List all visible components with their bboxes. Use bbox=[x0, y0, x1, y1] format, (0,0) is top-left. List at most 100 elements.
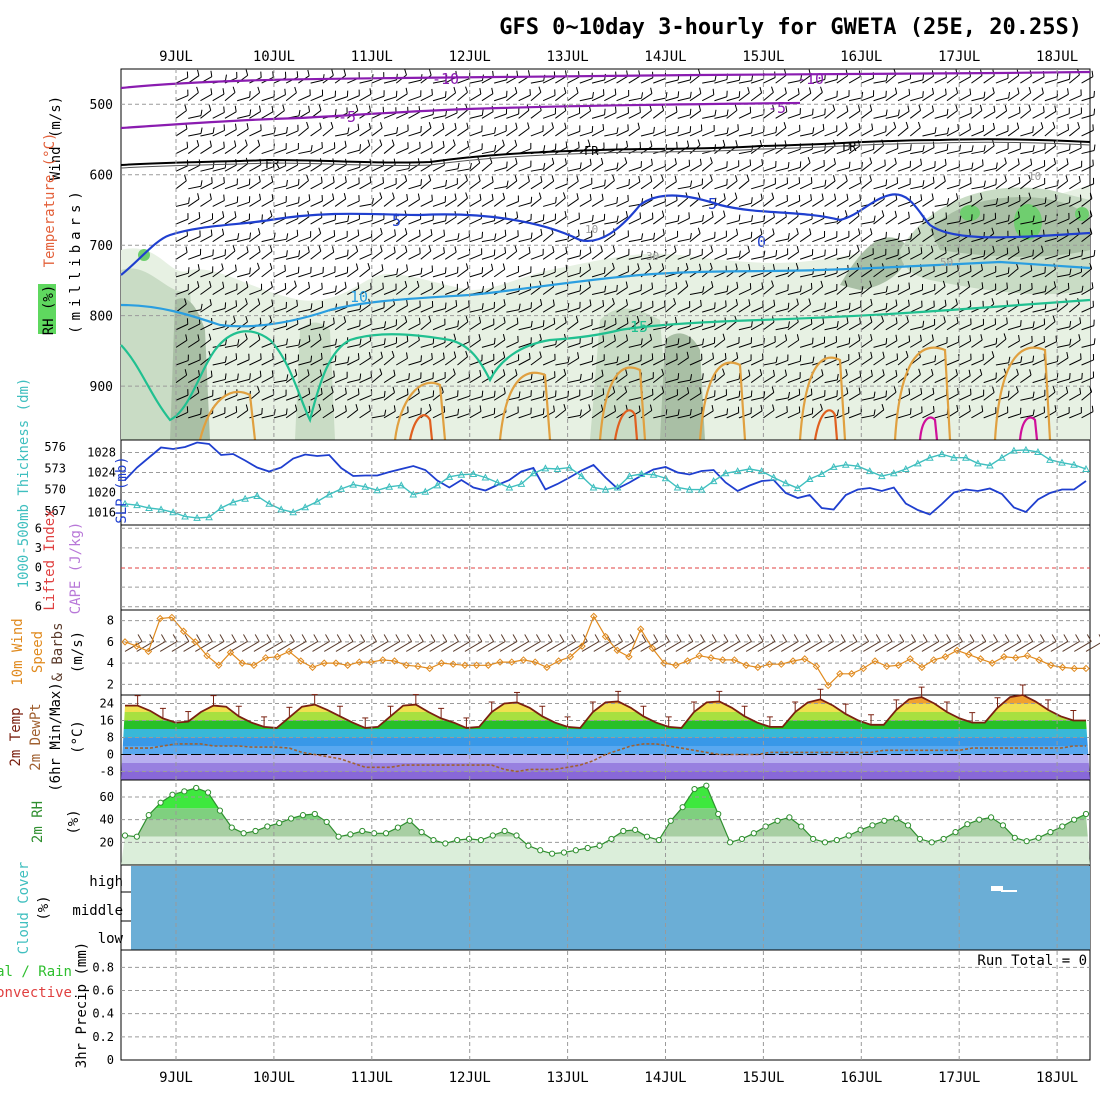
contour-label: 30 bbox=[646, 250, 659, 263]
wind-barb-feather bbox=[445, 267, 446, 273]
wind-barb-feather bbox=[933, 177, 934, 183]
wind-barb-feather bbox=[456, 300, 457, 306]
wind-barb-feather bbox=[776, 250, 777, 256]
precip-label-1: Total / Rain bbox=[0, 964, 72, 980]
cloud-level-high: high bbox=[89, 874, 123, 890]
wind-barb-feather bbox=[678, 126, 679, 132]
wind-barb-feather bbox=[543, 391, 544, 397]
wind-barb-feather bbox=[677, 142, 678, 148]
rh2m-marker bbox=[787, 815, 792, 820]
cloud-gap bbox=[1001, 890, 1017, 892]
rh2m-marker bbox=[621, 828, 626, 833]
slp-tick: 1020 bbox=[87, 486, 116, 500]
wind-barb-feather bbox=[543, 214, 544, 220]
wind-barb-feather bbox=[605, 180, 606, 186]
rh2m-marker bbox=[1024, 839, 1029, 844]
rh2m-marker bbox=[811, 836, 816, 841]
wind-barb-feather bbox=[910, 408, 911, 414]
slp-axis-label: SLP (mb) bbox=[114, 456, 130, 523]
rh2m-marker bbox=[372, 831, 377, 836]
rh2m-marker bbox=[882, 818, 887, 823]
wind-barb-feather bbox=[909, 283, 910, 289]
temp-tick: 0 bbox=[107, 748, 114, 762]
wind-barb-feather bbox=[739, 91, 740, 97]
wind-barb-feather bbox=[652, 283, 653, 289]
rh2m-marker bbox=[988, 815, 993, 820]
temperature-axis-label: Temperature (°C) bbox=[42, 133, 58, 268]
wind-barb-feather bbox=[689, 212, 690, 218]
wind-barb-feather bbox=[935, 355, 936, 361]
wind-barb-feather bbox=[543, 320, 544, 326]
date-tick-bottom: 11JUL bbox=[351, 1070, 393, 1086]
wind-barb-feather bbox=[1094, 109, 1095, 115]
wind-barb-feather bbox=[211, 371, 212, 377]
wind-barb-feather bbox=[383, 177, 384, 183]
cloud-level-low: low bbox=[98, 931, 124, 947]
wind-barb-feather bbox=[409, 373, 410, 379]
rh2m-marker bbox=[538, 848, 543, 853]
rh2m-marker bbox=[502, 828, 507, 833]
rh2m-marker bbox=[799, 824, 804, 829]
rh2m-marker bbox=[526, 843, 531, 848]
lifted-index-tick: 0 bbox=[35, 561, 42, 575]
contour-label: 10 bbox=[585, 223, 598, 236]
rh2m-marker bbox=[288, 816, 293, 821]
rh2m-label: 2m RH bbox=[30, 801, 46, 843]
wind-barb-feather bbox=[1008, 215, 1009, 221]
rh2m-marker bbox=[870, 823, 875, 828]
contour-label: -5 bbox=[768, 99, 786, 117]
date-tick-top: 12JUL bbox=[449, 49, 491, 65]
rh2m-marker bbox=[217, 808, 222, 813]
slp-tick: 1016 bbox=[87, 506, 116, 520]
rh2m-marker bbox=[1072, 817, 1077, 822]
rh2m-marker bbox=[466, 836, 471, 841]
date-tick-top: 18JUL bbox=[1036, 49, 1078, 65]
slp-tick: 1028 bbox=[87, 446, 116, 460]
rh2m-marker bbox=[360, 828, 365, 833]
wind-barb-feather bbox=[921, 247, 922, 253]
rh2m-marker bbox=[312, 811, 317, 816]
temp2m-units: (°C) bbox=[70, 720, 86, 754]
rh2m-marker bbox=[751, 831, 756, 836]
wind-barb-feather bbox=[285, 89, 286, 95]
lifted-index-axis-label: Lifted Index bbox=[42, 509, 58, 610]
wind-barb-feather bbox=[860, 371, 861, 377]
rh2m-marker bbox=[905, 823, 910, 828]
wind10-label-2: Speed bbox=[30, 631, 46, 673]
date-tick-bottom: 12JUL bbox=[449, 1070, 491, 1086]
contour-label: FR bbox=[584, 144, 599, 158]
precip-tick: 0.4 bbox=[92, 1007, 114, 1021]
rh2m-marker bbox=[253, 828, 258, 833]
wind-barb-feather bbox=[603, 335, 604, 341]
rh2m-marker bbox=[431, 837, 436, 842]
rh2m-marker bbox=[561, 850, 566, 855]
wind-barb-feather bbox=[224, 106, 225, 112]
wind-barb-feather bbox=[739, 391, 740, 397]
wind-tick: 8 bbox=[107, 614, 114, 628]
contour-label: 10 bbox=[350, 288, 368, 306]
wind-barb-feather bbox=[384, 391, 385, 397]
rh2m-units: (%) bbox=[66, 809, 82, 834]
rh2m-marker bbox=[680, 805, 685, 810]
thickness-tick: 576 bbox=[44, 440, 66, 454]
wind-barb-feather bbox=[690, 109, 691, 115]
precip-label-3: 3hr Precip (mm) bbox=[74, 942, 90, 1068]
wind-tick: 2 bbox=[107, 677, 114, 691]
pressure-units-label: (millibars) bbox=[68, 186, 84, 334]
cloud-panel: high middle low Cloud Cover (%) bbox=[16, 862, 1090, 955]
wind-barb-feather bbox=[738, 124, 739, 130]
rh2m-marker bbox=[668, 818, 673, 823]
wind-barb-feather bbox=[603, 388, 604, 394]
wind-barb-feather bbox=[1021, 320, 1022, 326]
wind-barb-feather bbox=[348, 250, 349, 256]
wind-barb-feather bbox=[507, 162, 508, 168]
rh2m-marker bbox=[1000, 823, 1005, 828]
rh2m-marker bbox=[300, 813, 305, 818]
rh2m-marker bbox=[929, 840, 934, 845]
wind-barb-feather bbox=[262, 214, 263, 220]
precip-tick: 0.6 bbox=[92, 984, 114, 998]
rh2m-marker bbox=[407, 818, 412, 823]
rh2m-marker bbox=[134, 834, 139, 839]
